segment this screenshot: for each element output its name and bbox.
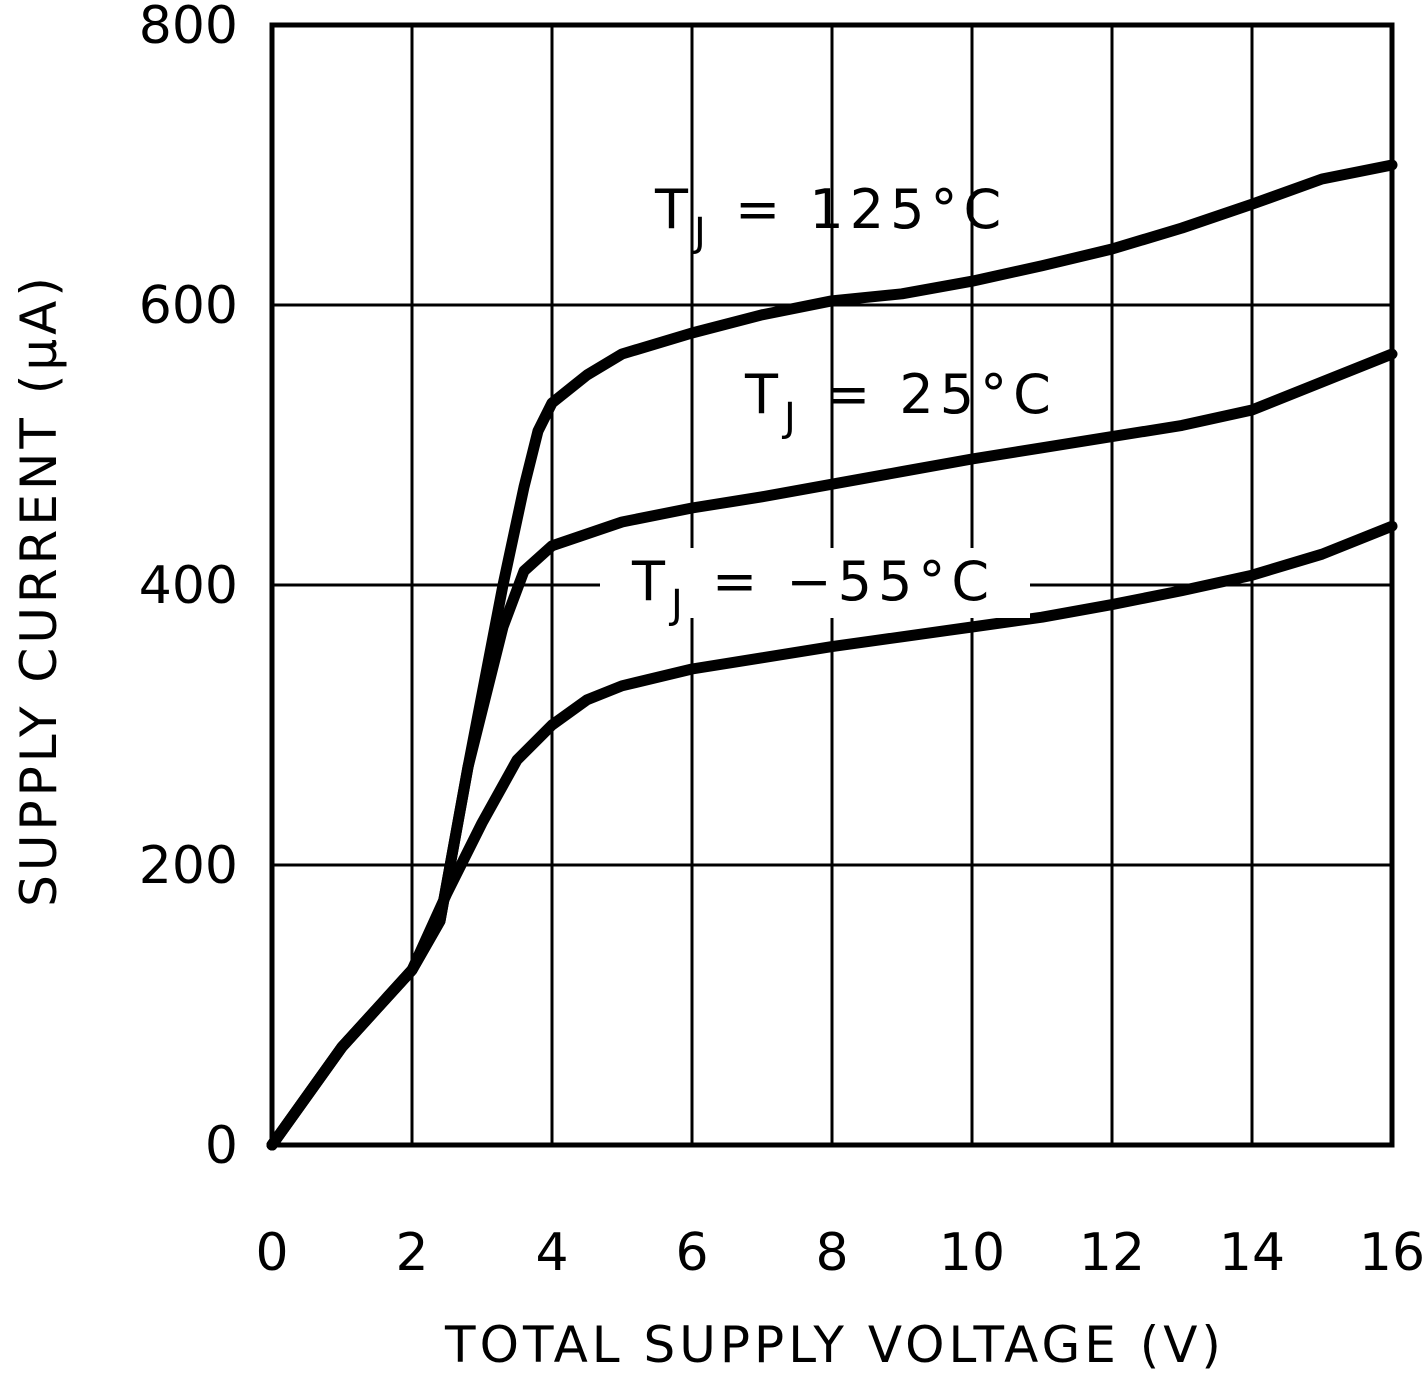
x-tick-label-6: 6	[675, 1223, 708, 1283]
series-label-main: T	[654, 178, 694, 241]
y-tick-label-200: 200	[139, 836, 238, 896]
x-tick-label-12: 12	[1079, 1223, 1145, 1283]
x-tick-label-10: 10	[939, 1223, 1005, 1283]
x-tick-label-14: 14	[1219, 1223, 1285, 1283]
series-label-sub: J	[668, 582, 689, 628]
y-axis-title: SUPPLY CURRENT (μA)	[10, 273, 68, 907]
series-line-2	[266, 520, 1398, 1151]
plot-frame	[269, 22, 1395, 1148]
series-label-sub: J	[691, 210, 712, 256]
series-label-main: T	[631, 550, 671, 613]
series-label-rest: = 125°C	[712, 178, 1007, 241]
y-tick-label-800: 800	[139, 0, 238, 56]
series-label-sub: J	[781, 395, 802, 441]
tick-labels: 0 2 4 6 8 10 12 14 16 0 200 400 600 800	[139, 0, 1422, 1283]
y-tick-label-0: 0	[205, 1116, 238, 1176]
label-background	[600, 548, 1030, 618]
x-tick-label-16: 16	[1359, 1223, 1422, 1283]
series-labels: TJ = 125°CTJ = 25°CTJ = −55°C	[600, 178, 1057, 628]
series-label-rest: = 25°C	[802, 363, 1057, 426]
series-label-rest: = −55°C	[689, 550, 995, 613]
series-label-main: T	[744, 363, 784, 426]
x-axis-title: TOTAL SUPPLY VOLTAGE (V)	[444, 1316, 1225, 1374]
y-tick-label-600: 600	[139, 276, 238, 336]
x-tick-label-2: 2	[395, 1223, 428, 1283]
x-tick-label-0: 0	[255, 1223, 288, 1283]
x-tick-label-8: 8	[815, 1223, 848, 1283]
series-curves	[266, 159, 1398, 1151]
x-tick-label-4: 4	[535, 1223, 568, 1283]
series-label-1: TJ = 25°C	[744, 363, 1057, 441]
y-tick-label-400: 400	[139, 556, 238, 616]
series-label-0: TJ = 125°C	[654, 178, 1007, 256]
series-label-2: TJ = −55°C	[631, 550, 995, 628]
